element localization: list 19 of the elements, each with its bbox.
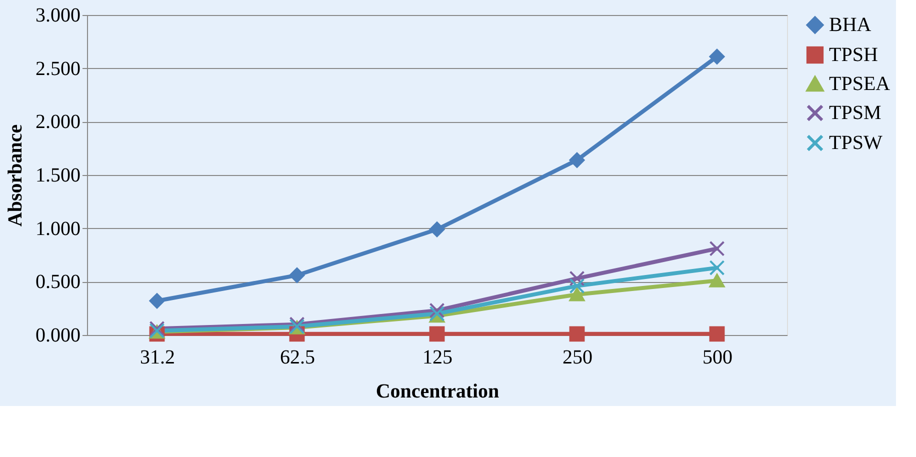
legend-label: TPSEA [829, 73, 891, 95]
x-tick-label: 500 [702, 346, 732, 368]
x-tick-label: 31.2 [140, 346, 175, 368]
y-tick-label: 1.500 [36, 164, 80, 186]
x-tick-label: 125 [422, 346, 452, 368]
legend-label: TPSW [829, 132, 882, 154]
y-axis-title: Absorbance [4, 124, 26, 227]
y-tick-label: 1.000 [36, 218, 80, 240]
y-tick-label: 0.000 [36, 324, 80, 346]
y-tick-label: 0.500 [36, 271, 80, 294]
legend-label: TPSH [829, 44, 878, 66]
y-tick-label: 2.000 [36, 111, 80, 134]
x-tick-label: 250 [562, 346, 592, 368]
y-tick-label: 2.500 [36, 58, 80, 80]
y-tick-label: 3.000 [36, 4, 80, 26]
x-tick-label: 62.5 [280, 346, 315, 368]
legend-label: TPSM [829, 102, 882, 124]
x-axis-title: Concentration [376, 380, 500, 402]
legend-label: BHA [829, 14, 872, 36]
